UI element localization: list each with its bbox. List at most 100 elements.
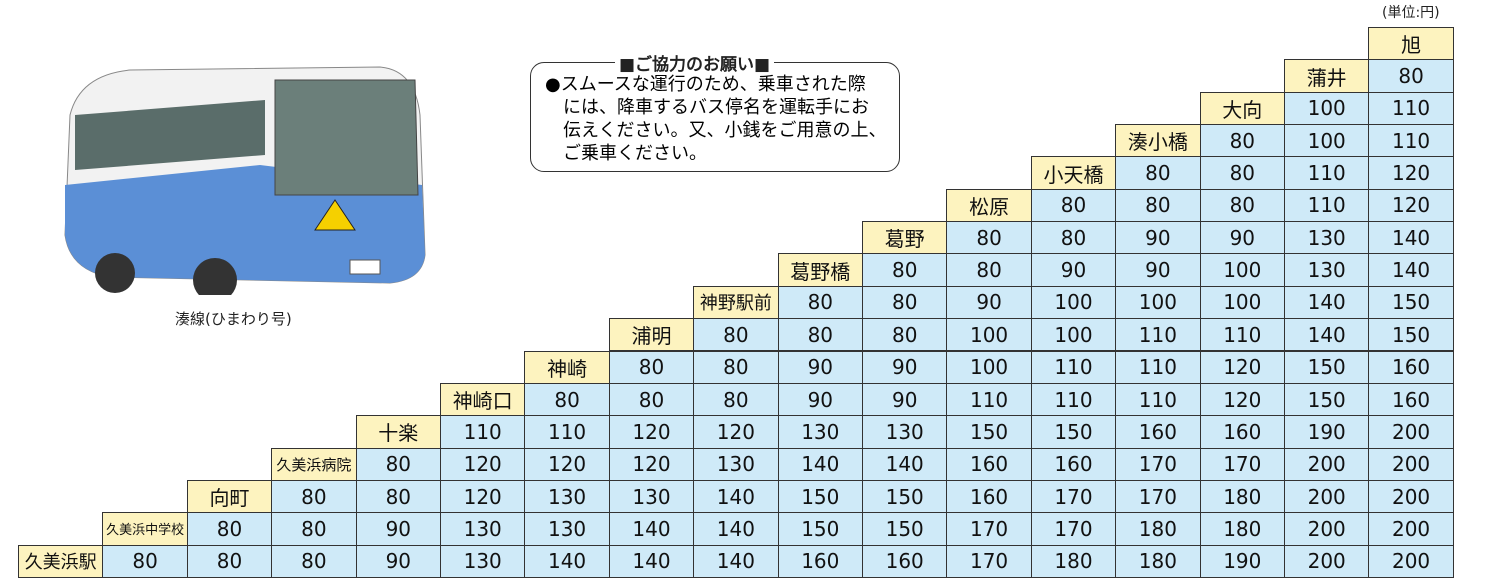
fare: 80 [271,544,357,578]
fare: 110 [1115,318,1201,352]
fare: 100 [1284,124,1370,158]
fare: 150 [777,479,863,514]
fare: 90 [1199,221,1285,255]
fare: 110 [1115,382,1201,417]
fare: 100 [946,318,1032,352]
stop-name: 久美浜駅 [18,544,104,578]
fare: 140 [1368,221,1454,255]
fare: 200 [1284,479,1370,514]
fare: 80 [1368,59,1454,93]
stop-name: 葛野橋 [777,253,863,287]
fare: 100 [1284,91,1370,126]
fare: 80 [355,447,441,481]
stop-name: 松原 [946,188,1032,223]
fare: 80 [862,318,948,352]
fare: 160 [862,544,948,578]
fare: 80 [186,512,273,546]
fare: 140 [777,447,863,481]
fare: 120 [693,415,779,449]
fare: 100 [1115,285,1201,320]
fare: 90 [355,512,441,546]
fare: 80 [608,382,695,417]
fare: 160 [1368,382,1454,417]
fare: 80 [524,382,610,417]
unit: (単位:円) [1382,5,1440,21]
fare: 90 [355,544,441,578]
notice-line: 伝えください。又、小銭をご用意の上、 [563,120,887,141]
fare: 100 [946,350,1032,384]
fare: 160 [946,447,1032,481]
fare: 80 [946,253,1032,287]
fare: 200 [1368,512,1454,546]
fare: 200 [1368,447,1454,481]
fare: 200 [1284,512,1370,546]
stop-name: 大向 [1199,91,1285,126]
fare: 100 [1199,253,1285,287]
stop-name: 神崎口 [440,382,526,417]
fare: 160 [1199,415,1285,449]
fare: 110 [1199,318,1285,352]
fare: 150 [1368,318,1454,352]
notice-text: ●スムースな運行のため、乗車された際 には、降車するバス停名を運転手にお 伝えくださ… [545,73,886,165]
fare: 130 [862,415,948,449]
stop-name: 小天橋 [1030,156,1117,190]
fare: 110 [524,415,610,449]
fare: 120 [608,447,695,481]
fare: 140 [693,512,779,546]
fare: 180 [1199,512,1285,546]
fare: 140 [1284,285,1370,320]
fare: 80 [1199,124,1285,158]
fare: 120 [1368,188,1454,223]
fare: 80 [777,285,863,320]
fare: 200 [1284,544,1370,578]
fare: 130 [440,544,526,578]
fare: 120 [1368,156,1454,190]
fare: 130 [1284,253,1370,287]
fare: 170 [946,544,1032,578]
fare: 120 [1199,350,1285,384]
fare: 200 [1368,544,1454,578]
fare: 160 [1030,447,1117,481]
fare: 160 [946,479,1032,514]
fare: 170 [946,512,1032,546]
stop-name: 神野駅前 [693,285,779,320]
fare: 150 [862,479,948,514]
fare: 80 [1030,221,1117,255]
fare: 200 [1368,479,1454,514]
stop-name: 久美浜病院 [271,447,357,481]
stop-name: 神崎 [524,350,610,384]
fare: 150 [946,415,1032,449]
fare: 100 [1030,318,1117,352]
notice-line: ●スムースな運行のため、乗車された際 [545,74,866,95]
fare: 130 [524,479,610,514]
photo-caption: 湊線(ひまわり号) [175,310,292,328]
fare: 110 [1115,350,1201,384]
fare: 90 [946,285,1032,320]
fare: 170 [1030,512,1117,546]
fare: 140 [862,447,948,481]
fare: 130 [440,512,526,546]
fare: 180 [1115,512,1201,546]
fare: 110 [1368,91,1454,126]
fare: 90 [777,350,863,384]
fare: 110 [946,382,1032,417]
fare: 190 [1284,415,1370,449]
fare: 100 [1199,285,1285,320]
fare: 140 [524,544,610,578]
fare: 100 [1030,285,1117,320]
fare: 80 [1199,188,1285,223]
fare: 140 [693,544,779,578]
fare: 90 [1030,253,1117,287]
fare: 180 [1030,544,1117,578]
fare: 150 [1284,350,1370,384]
fare: 80 [862,253,948,287]
fare: 120 [1199,382,1285,417]
fare: 80 [355,479,441,514]
notice-line: には、降車するバス停名を運転手にお [563,97,869,118]
stop-name: 久美浜中学校 [102,512,188,546]
stop-name: 湊小橋 [1115,124,1201,158]
fare: 80 [608,350,695,384]
fare: 90 [862,382,948,417]
fare: 140 [1284,318,1370,352]
